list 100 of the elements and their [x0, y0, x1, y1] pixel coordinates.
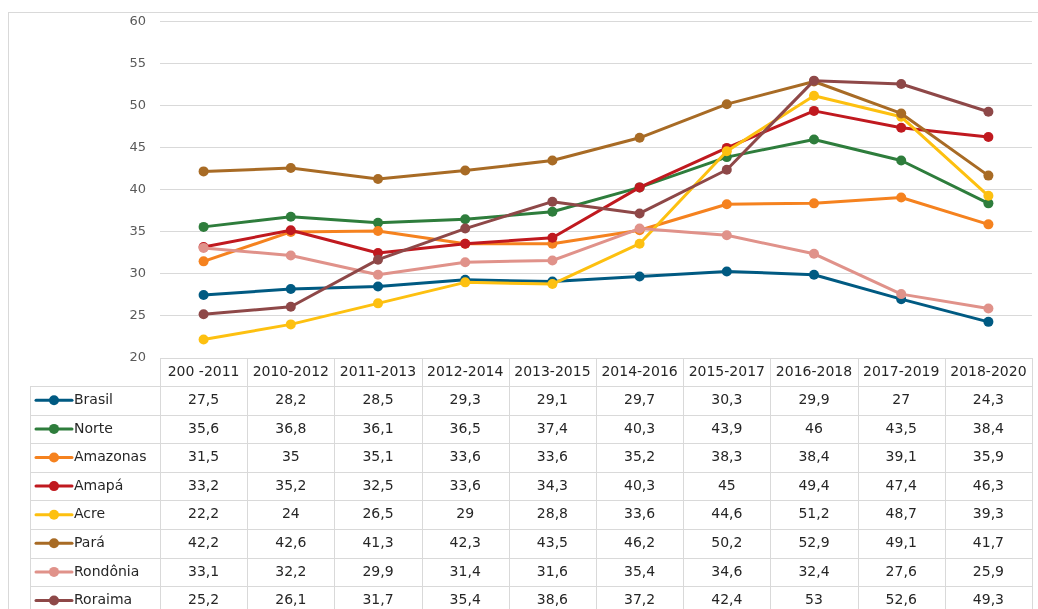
point: [983, 131, 994, 142]
point: [809, 248, 819, 259]
data-label: 42,4: [711, 591, 743, 608]
data-label: 29,9: [798, 390, 830, 407]
data-label: 38,6: [536, 591, 569, 608]
point: [809, 134, 819, 145]
data-label: 33,2: [188, 476, 220, 493]
point: [721, 99, 732, 110]
data-label: 41,7: [972, 533, 1004, 550]
point: [198, 166, 209, 177]
data-label: 35,4: [449, 591, 481, 608]
data-label: 27,5: [188, 390, 220, 407]
point: [634, 208, 645, 219]
data-label: 36,5: [449, 419, 481, 436]
point: [547, 232, 558, 243]
point: [983, 106, 994, 117]
data-label: 38,4: [972, 419, 1005, 436]
data-label: 50,2: [711, 533, 743, 550]
point: [983, 219, 994, 230]
legend-label: Norte: [74, 419, 113, 436]
data-label: 28,8: [536, 505, 568, 522]
data-label: 49,4: [798, 476, 830, 493]
data-label: 39,1: [885, 448, 917, 465]
point: [983, 303, 994, 314]
point: [809, 105, 819, 116]
point: [373, 173, 383, 184]
data-label: 31,6: [536, 562, 569, 579]
point: [721, 199, 732, 210]
legend-label: Amazonas: [74, 448, 147, 465]
point: [373, 281, 383, 292]
point: [285, 211, 296, 222]
x-tick-label: 2013-2015: [514, 363, 591, 380]
point: [896, 155, 907, 166]
data-label: 47,4: [885, 476, 917, 493]
data-label: 36,1: [362, 419, 394, 436]
point: [896, 289, 907, 300]
data-label: 37,2: [624, 591, 656, 608]
legend-label: Rondônia: [74, 562, 140, 579]
x-tick-label: 2014-2016: [601, 363, 678, 380]
data-label: 35,1: [362, 448, 394, 465]
x-tick-label: 2017-2019: [863, 363, 940, 380]
data-label: 31,7: [362, 591, 394, 608]
y-tick-label: 60: [129, 13, 146, 29]
point: [634, 238, 645, 249]
point: [373, 298, 383, 309]
data-label: 52,9: [798, 533, 830, 550]
point: [983, 316, 994, 327]
point: [198, 221, 209, 232]
point: [634, 271, 645, 282]
data-label: 26,1: [275, 591, 307, 608]
data-label: 45: [717, 476, 736, 493]
data-label: 33,6: [624, 505, 656, 522]
point: [198, 334, 209, 345]
data-label: 22,2: [188, 505, 220, 522]
data-label: 35: [281, 448, 300, 465]
legend-label: Acre: [74, 505, 106, 522]
point: [896, 192, 907, 203]
point: [809, 198, 819, 209]
point: [460, 214, 471, 225]
point: [285, 284, 296, 295]
point: [721, 230, 732, 241]
data-label: 35,9: [972, 448, 1004, 465]
legend-label: Roraima: [74, 591, 133, 608]
point: [285, 301, 296, 312]
legend-label: Brasil: [74, 390, 114, 407]
point: [285, 250, 296, 261]
data-label: 37,4: [536, 419, 569, 436]
data-label: 38,3: [711, 448, 743, 465]
legend-label: Amapá: [74, 476, 124, 493]
x-tick-label: 200 -2011: [167, 363, 240, 380]
data-label: 49,3: [972, 591, 1004, 608]
data-label: 28,5: [362, 390, 394, 407]
point: [547, 196, 558, 207]
data-label: 26,5: [362, 505, 394, 522]
data-label: 44,6: [711, 505, 743, 522]
data-label: 35,4: [624, 562, 656, 579]
data-label: 32,2: [275, 562, 307, 579]
data-label: 51,2: [798, 505, 830, 522]
data-label: 29,3: [449, 390, 481, 407]
y-tick-label: 45: [129, 139, 146, 155]
data-label: 40,3: [624, 476, 656, 493]
legend-label: Pará: [74, 533, 105, 550]
point: [460, 257, 471, 268]
x-tick-label: 2016-2018: [775, 363, 853, 380]
data-label: 52,6: [885, 591, 917, 608]
x-tick-label: 2011-2013: [339, 363, 417, 380]
x-tick-label: 2015-2017: [688, 363, 765, 380]
data-label: 43,5: [885, 419, 917, 436]
point: [547, 155, 558, 166]
point: [285, 319, 296, 330]
data-label: 46,3: [972, 476, 1004, 493]
data-label: 33,6: [536, 448, 569, 465]
data-label: 27,6: [885, 562, 917, 579]
point: [896, 79, 907, 89]
data-label: 31,5: [188, 448, 220, 465]
data-label: 29,9: [362, 562, 394, 579]
data-label: 35,6: [188, 419, 220, 436]
y-tick-label: 20: [129, 349, 146, 365]
point: [460, 165, 471, 176]
y-tick-label: 35: [129, 223, 146, 239]
